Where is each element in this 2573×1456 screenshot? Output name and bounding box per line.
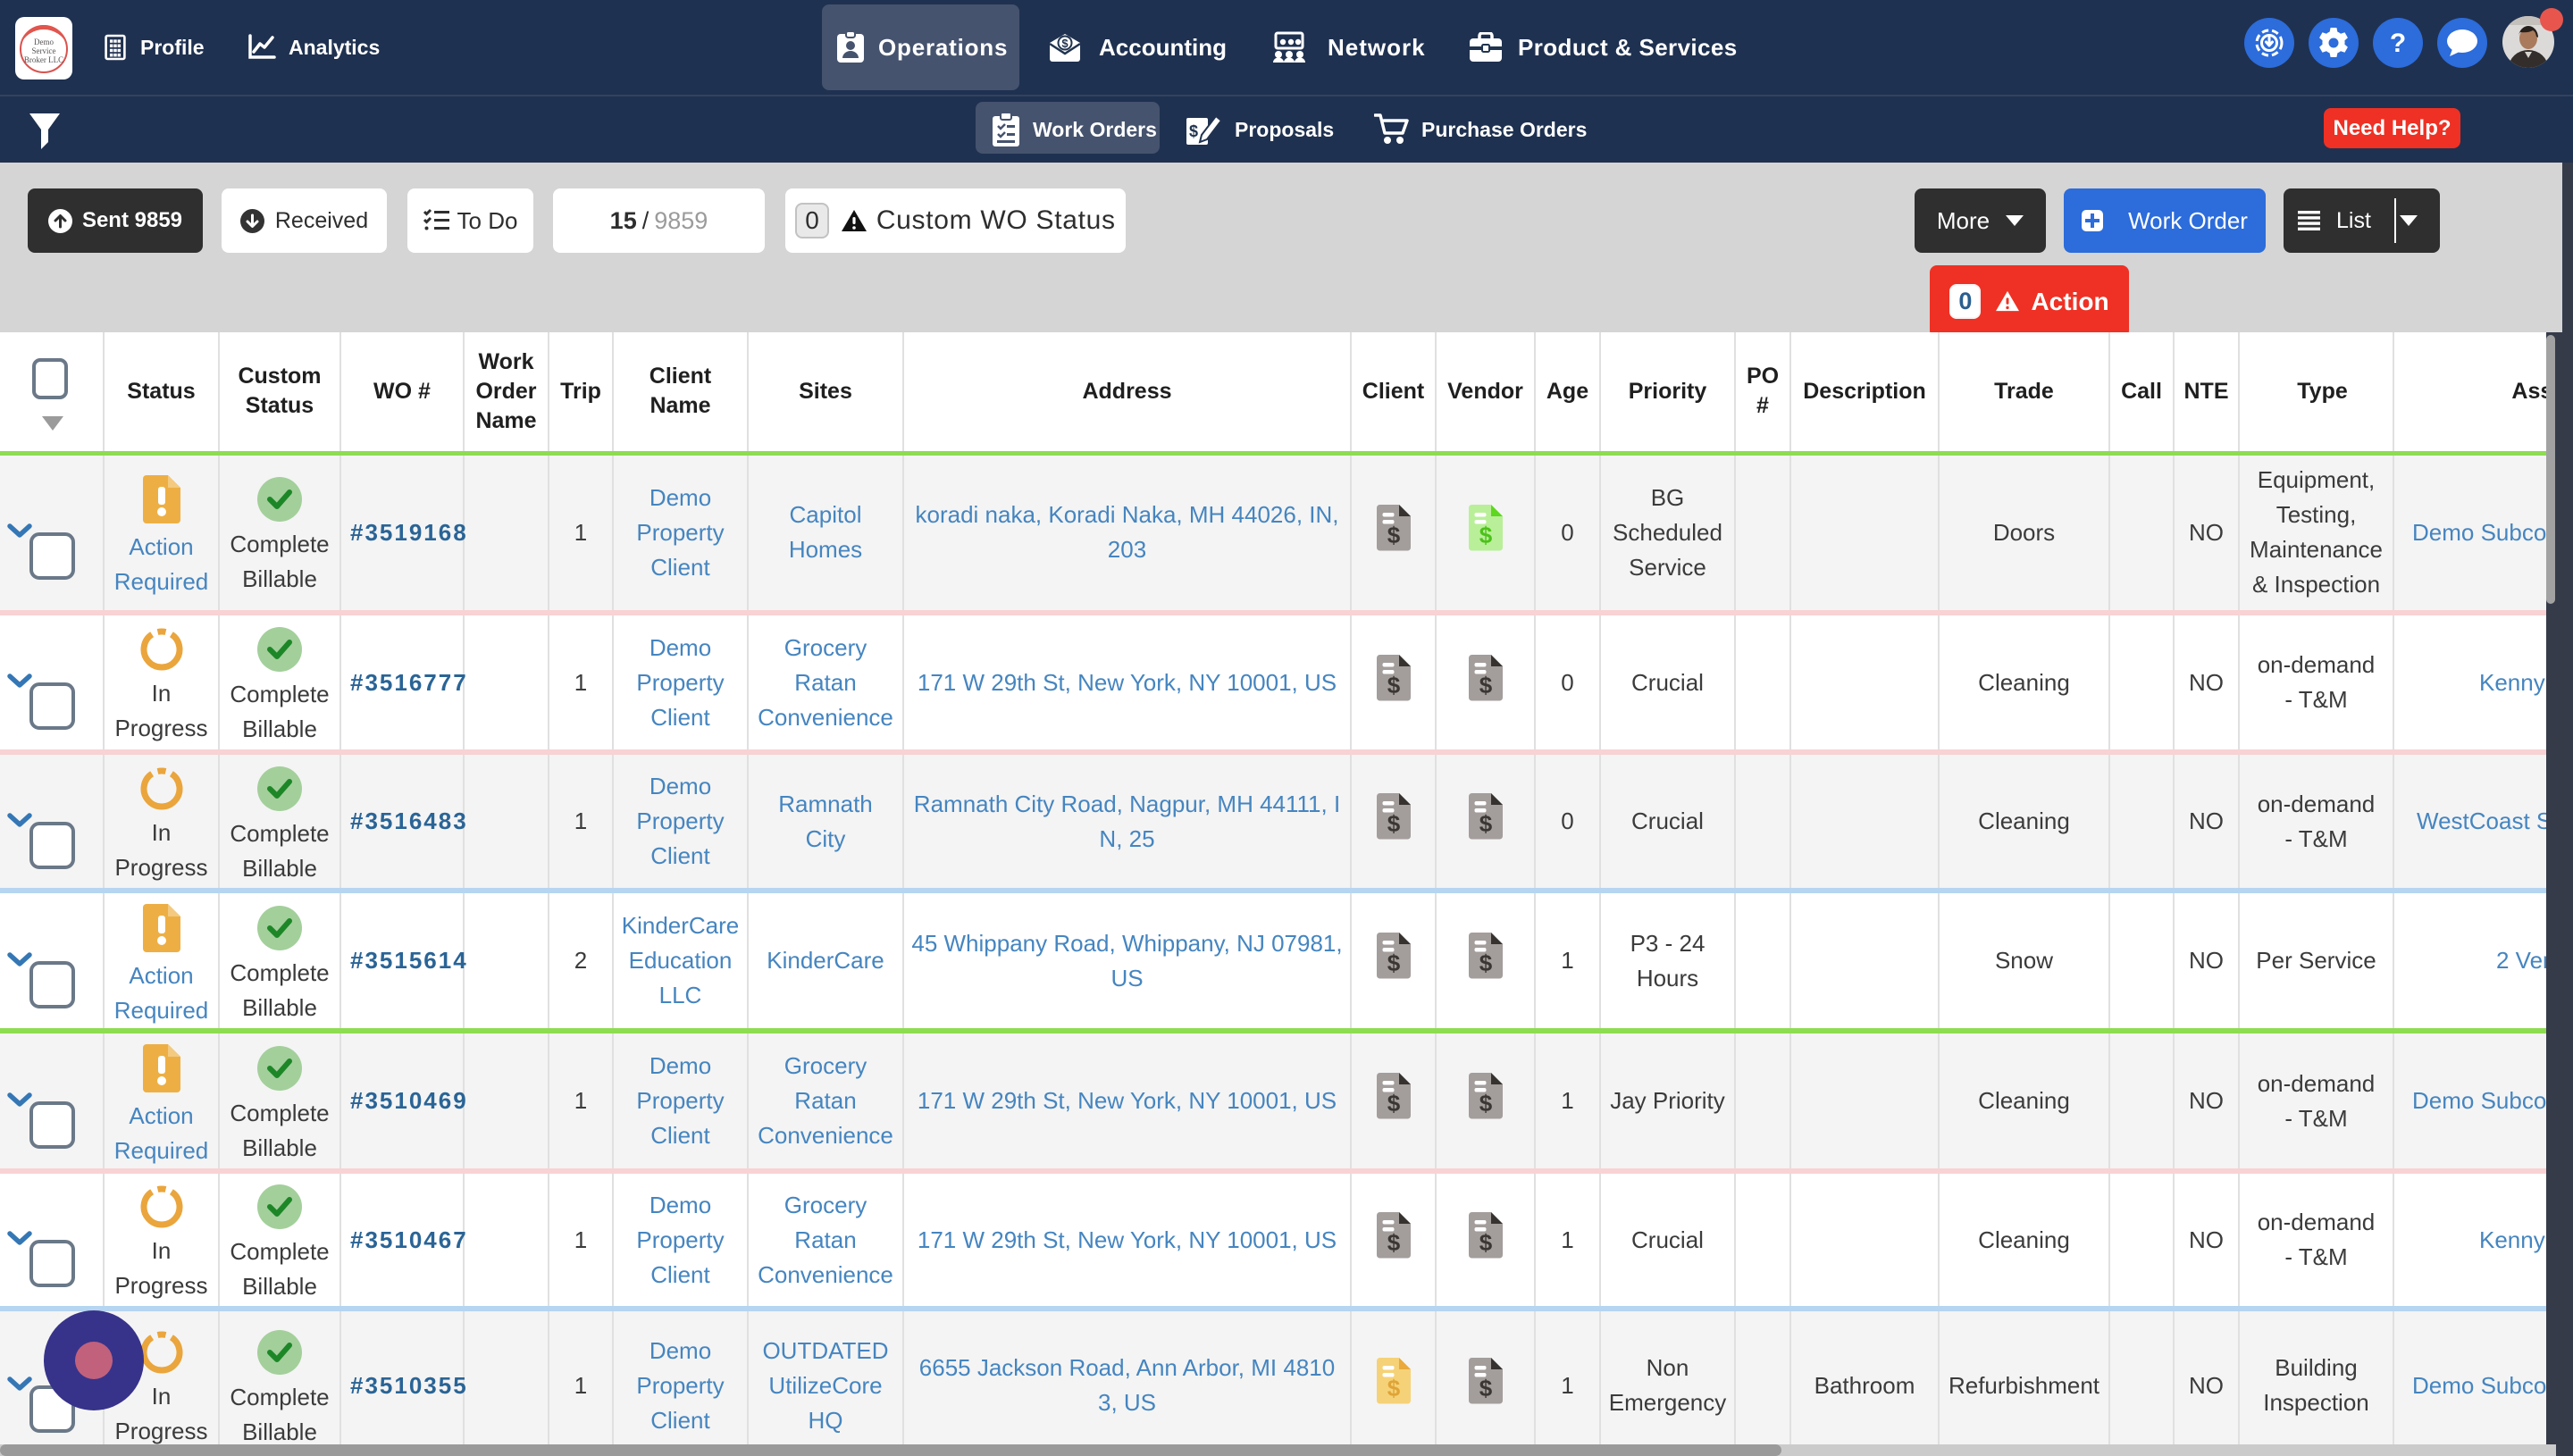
svg-text:Service: Service (32, 46, 56, 55)
svg-text:$: $ (1479, 1375, 1492, 1402)
svg-text:$: $ (1387, 810, 1400, 837)
svg-text:$: $ (1479, 1090, 1492, 1117)
svg-text:$: $ (1387, 1375, 1400, 1402)
svg-text:$: $ (1479, 522, 1492, 548)
svg-text:$: $ (1479, 950, 1492, 976)
svg-text:$: $ (1061, 37, 1069, 50)
svg-text:Broker LLC: Broker LLC (24, 55, 63, 64)
svg-text:$: $ (1479, 672, 1492, 699)
svg-text:$: $ (1387, 1090, 1400, 1117)
svg-text:$: $ (1387, 522, 1400, 548)
svg-text:$: $ (1387, 1229, 1400, 1256)
svg-text:$: $ (1189, 122, 1198, 140)
svg-text:$: $ (1479, 1229, 1492, 1256)
svg-text:Demo: Demo (34, 38, 54, 46)
svg-text:$: $ (1479, 810, 1492, 837)
svg-text:?: ? (2390, 29, 2406, 58)
svg-text:$: $ (1387, 672, 1400, 699)
svg-text:$: $ (1387, 950, 1400, 976)
